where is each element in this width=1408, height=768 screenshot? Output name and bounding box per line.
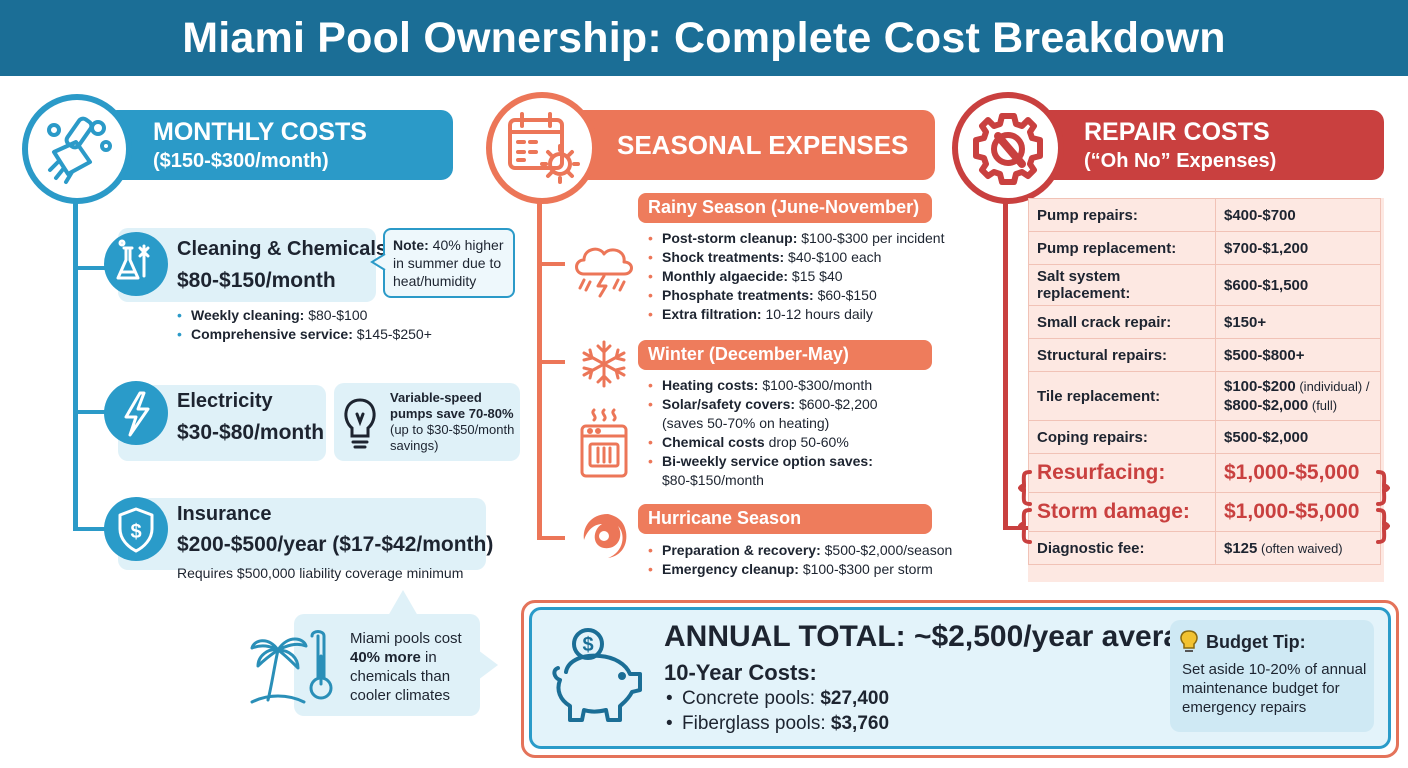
monthly-banner: MONTHLY COSTS ($150-$300/month) xyxy=(105,110,453,180)
timeline-branch xyxy=(73,410,113,414)
winter-header: Winter (December-May) xyxy=(638,340,932,370)
budget-tip-title: Budget Tip: xyxy=(1206,632,1306,652)
list-item: Solar/safety covers: $600-$2,200(saves 5… xyxy=(648,395,878,433)
cleaning-title: Cleaning & Chemicals xyxy=(177,238,388,260)
electricity-amount: $30-$80/month xyxy=(177,421,325,444)
repair-title: REPAIR COSTS xyxy=(1084,118,1270,146)
list-item: Fiberglass pools: $3,760 xyxy=(666,711,889,736)
list-item: Monthly algaecide: $15 $40 xyxy=(648,267,944,286)
storm-cloud-icon xyxy=(575,247,633,298)
table-row: Small crack repair: $150+ xyxy=(1028,305,1381,339)
bubble-pointer xyxy=(370,253,386,271)
ten-year-list: Concrete pools: $27,400 Fiberglass pools… xyxy=(666,686,889,736)
cleaning-list: Weekly cleaning: $80-$100 Comprehensive … xyxy=(177,306,432,344)
annual-total-headline: ANNUAL TOTAL: ~$2,500/year average xyxy=(664,620,1216,653)
timeline-branch xyxy=(537,360,565,364)
header-bar xyxy=(0,0,1408,76)
list-item: Comprehensive service: $145-$250+ xyxy=(177,325,432,344)
cleaning-note-bubble: Note: 40% higher in summer due to heat/h… xyxy=(383,228,515,298)
flask-icon xyxy=(104,232,168,296)
winter-list: Heating costs: $100-$300/month Solar/saf… xyxy=(648,376,878,490)
list-item: Bi-weekly service option saves:$80-$150/… xyxy=(648,452,878,490)
lightbulb-icon xyxy=(1180,630,1198,652)
rainy-list: Post-storm cleanup: $100-$300 per incide… xyxy=(648,229,944,324)
heater-icon xyxy=(580,408,628,478)
monthly-subtitle: ($150-$300/month) xyxy=(153,150,329,172)
climate-text: Miami pools cost 40% more in chemicals t… xyxy=(350,630,462,704)
table-row: Pump replacement: $700-$1,200 xyxy=(1028,231,1381,265)
bubble-pointer xyxy=(478,650,498,680)
electricity-title: Electricity xyxy=(177,390,273,412)
table-row: Structural repairs: $500-$800+ xyxy=(1028,338,1381,372)
insurance-title: Insurance xyxy=(177,503,272,525)
table-row: Pump repairs: $400-$700 xyxy=(1028,198,1381,232)
hurricane-list: Preparation & recovery: $500-$2,000/seas… xyxy=(648,541,952,579)
list-item: Chemical costs drop 50-60% xyxy=(648,433,878,452)
list-item: Weekly cleaning: $80-$100 xyxy=(177,306,432,325)
insurance-note: Requires $500,000 liability coverage min… xyxy=(177,565,464,581)
hurricane-icon xyxy=(583,514,627,558)
list-item: Shock treatments: $40-$100 each xyxy=(648,248,944,267)
electricity-tip: Variable-speed pumps save 70-80% (up to $… xyxy=(390,390,515,453)
list-item: Preparation & recovery: $500-$2,000/seas… xyxy=(648,541,952,560)
insurance-amount: $200-$500/year ($17-$42/month) xyxy=(177,533,494,556)
piggy-bank-icon: $ xyxy=(552,628,642,722)
budget-tip-text: Set aside 10-20% of annual maintenance b… xyxy=(1182,661,1367,716)
page-title: Miami Pool Ownership: Complete Cost Brea… xyxy=(182,14,1226,62)
list-item: Extra filtration: 10-12 hours daily xyxy=(648,305,944,324)
list-item: Phosphate treatments: $60-$150 xyxy=(648,286,944,305)
list-item: Heating costs: $100-$300/month xyxy=(648,376,878,395)
palm-thermometer-icon xyxy=(250,630,333,704)
monthly-timeline xyxy=(73,150,78,530)
timeline-branch xyxy=(73,266,113,270)
insurance-card xyxy=(118,498,486,570)
seasonal-timeline xyxy=(537,150,542,540)
list-item: Post-storm cleanup: $100-$300 per incide… xyxy=(648,229,944,248)
svg-text:$: $ xyxy=(130,521,141,543)
bubble-pointer xyxy=(388,590,418,616)
list-item: Emergency cleanup: $100-$300 per storm xyxy=(648,560,952,579)
highlight-brackets xyxy=(1018,470,1390,544)
snowflake-icon xyxy=(582,340,626,388)
budget-tip-box xyxy=(1170,620,1374,732)
table-row: Tile replacement: $100-$200 (individual)… xyxy=(1028,371,1381,421)
cleaning-brush-icon xyxy=(22,94,132,204)
monthly-title: MONTHLY COSTS xyxy=(153,118,367,146)
shield-dollar-icon: $ xyxy=(104,497,168,561)
table-row: Diagnostic fee: $125 (often waived) xyxy=(1028,531,1381,565)
gear-wrench-icon xyxy=(952,92,1064,204)
cleaning-amount: $80-$150/month xyxy=(177,269,336,292)
calendar-sun-icon xyxy=(486,92,598,204)
table-row: Coping repairs: $500-$2,000 xyxy=(1028,420,1381,454)
repair-table: Pump repairs: $400-$700 Pump replacement:… xyxy=(1028,198,1381,565)
lightbulb-icon xyxy=(344,398,376,449)
seasonal-title: SEASONAL EXPENSES xyxy=(617,130,909,160)
repair-banner: REPAIR COSTS (“Oh No” Expenses) xyxy=(1032,110,1384,180)
timeline-branch xyxy=(537,262,565,266)
repair-subtitle: (“Oh No” Expenses) xyxy=(1084,150,1277,172)
lightning-icon xyxy=(104,381,168,445)
ten-year-title: 10-Year Costs: xyxy=(664,660,817,685)
seasonal-banner: SEASONAL EXPENSES xyxy=(565,110,935,180)
table-row: Salt system replacement: $600-$1,500 xyxy=(1028,264,1381,306)
repair-timeline xyxy=(1003,150,1008,530)
timeline-branch xyxy=(1003,526,1029,530)
hurricane-header: Hurricane Season xyxy=(638,504,932,534)
list-item: Concrete pools: $27,400 xyxy=(666,686,889,711)
svg-text:$: $ xyxy=(582,634,593,656)
timeline-branch xyxy=(537,536,565,540)
rainy-season-header: Rainy Season (June-November) xyxy=(638,193,932,223)
timeline-branch xyxy=(73,527,113,531)
